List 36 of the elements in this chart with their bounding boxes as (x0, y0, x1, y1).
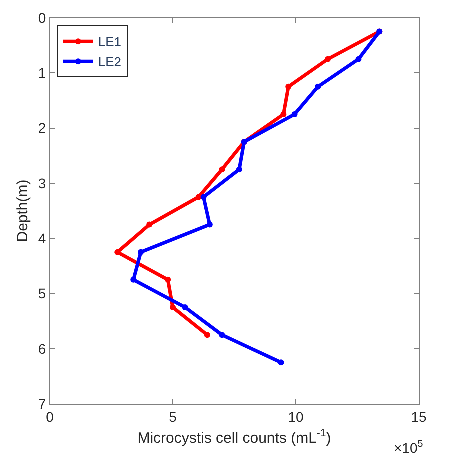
point (130, 276, 137, 283)
point (324, 56, 331, 62)
y-tick-label: 5 (38, 286, 46, 302)
point (206, 222, 213, 228)
x-tick-label: 5 (169, 408, 178, 425)
point (278, 360, 284, 366)
point (292, 112, 298, 118)
point (182, 304, 188, 310)
legend-label: LE1 (98, 34, 122, 50)
point (200, 194, 207, 200)
point (165, 276, 172, 283)
y-tick-label: 1 (38, 65, 46, 82)
x-tick-label: 15 (411, 408, 427, 425)
legend-label: LE2 (98, 54, 122, 70)
point (114, 249, 121, 256)
y-axis-title: Depth(m) (14, 180, 32, 242)
point (280, 112, 287, 118)
point (170, 304, 176, 310)
y-tick-label: 0 (38, 10, 46, 26)
point (356, 56, 362, 62)
point (219, 166, 226, 173)
point (204, 332, 210, 338)
point (138, 249, 144, 256)
point (146, 222, 153, 228)
x-tick-label: 10 (288, 408, 304, 425)
y-tick-label: 3 (38, 175, 46, 192)
point (286, 84, 292, 90)
y-tick-label: 6 (38, 340, 46, 357)
y-tick-label: 2 (38, 120, 46, 136)
x-axis-title: Microcystis cell counts (mL$^{-1}$) (138, 428, 332, 447)
y-tick-label: 7 (38, 396, 46, 412)
point (219, 332, 226, 338)
y-tick-label: 4 (38, 230, 46, 246)
text: ×10$^{5}$ (394, 439, 424, 456)
point (315, 84, 322, 90)
point (236, 166, 242, 173)
